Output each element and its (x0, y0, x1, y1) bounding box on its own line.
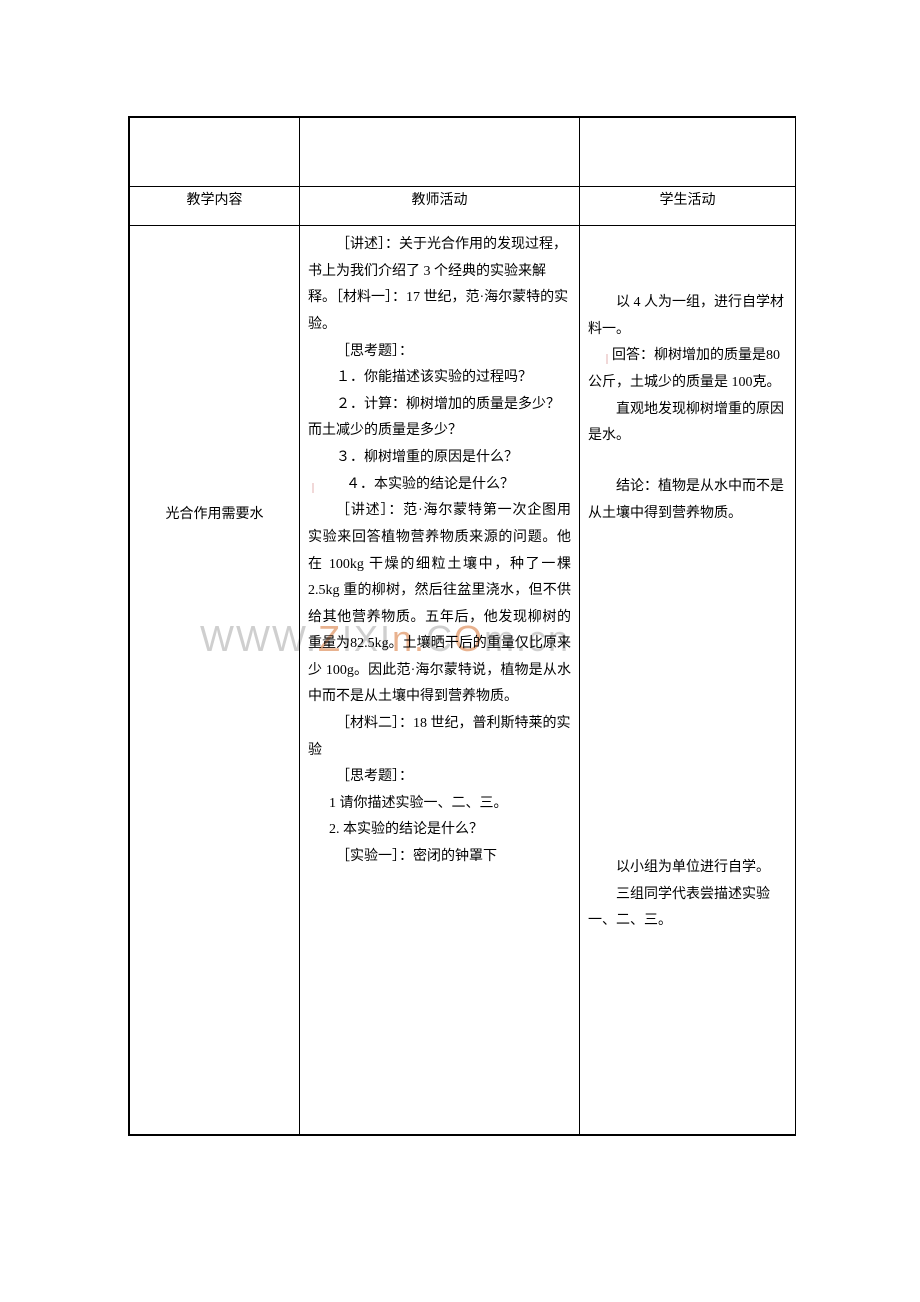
teacher-text: ［思考题］： (308, 339, 571, 366)
student-text: 三组同学代表尝描述实验一、二、三。 (588, 882, 787, 935)
student-text: 结论：植物是从水中而不是从土壤中得到营养物质。 (588, 474, 787, 527)
table-container: 教学内容 教师活动 学生活动 光合作用需要水 ［讲述］：关于光合作用的发现过程，… (128, 116, 796, 1136)
empty-cell (580, 118, 796, 187)
teacher-text: １．你能描述该实验的过程吗？ (308, 365, 571, 392)
teacher-text: ［讲述］：关于光合作用的发现过程，书上为我们介绍了 3 个经典的实验来解释。［材… (308, 232, 571, 338)
teacher-text: ３．柳树增重的原因是什么？ (308, 445, 571, 472)
lesson-table: 教学内容 教师活动 学生活动 光合作用需要水 ［讲述］：关于光合作用的发现过程，… (129, 117, 796, 1135)
student-activity-cell: 以 4 人为一组，进行自学材料一。 ｜回答：柳树增加的质量是80 公斤，土城少的… (580, 226, 796, 1135)
teacher-text: 2. 本实验的结论是什么？ (308, 817, 571, 844)
teaching-content-title: 光合作用需要水 (166, 502, 264, 529)
red-mark-icon: ｜ (308, 483, 318, 494)
teacher-activity-cell: ［讲述］：关于光合作用的发现过程，书上为我们介绍了 3 个经典的实验来解释。［材… (300, 226, 580, 1135)
student-text: 以 4 人为一组，进行自学材料一。 (588, 290, 787, 343)
red-mark-icon: ｜ (602, 355, 612, 366)
page: WWW.ZIXIn.COm.cn 教学内容 教师活动 学生活动 (0, 0, 920, 1302)
header-student-activity: 学生活动 (580, 187, 796, 226)
empty-cell (130, 118, 300, 187)
header-teacher-activity: 教师活动 (300, 187, 580, 226)
empty-cell (300, 118, 580, 187)
table-row: 光合作用需要水 ［讲述］：关于光合作用的发现过程，书上为我们介绍了 3 个经典的… (130, 226, 796, 1135)
table-header-row: 教学内容 教师活动 学生活动 (130, 187, 796, 226)
table-row (130, 118, 796, 187)
student-text: 以小组为单位进行自学。 (588, 855, 787, 882)
teacher-text: ｜ ４．本实验的结论是什么？ (308, 472, 571, 499)
student-text: 直观地发现柳树增重的原因是水。 (588, 397, 787, 450)
teacher-text: ［材料二］：18 世纪，普利斯特莱的实验 (308, 711, 571, 764)
teacher-text: ［讲述］：范·海尔蒙特第一次企图用实验来回答植物营养物质来源的问题。他在 100… (308, 498, 571, 711)
teacher-text: 1 请你描述实验一、二、三。 (308, 791, 571, 818)
header-teaching-content: 教学内容 (130, 187, 300, 226)
teacher-text: ［实验一］：密闭的钟罩下 (308, 844, 571, 871)
teacher-text: ［思考题］： (308, 764, 571, 791)
student-text-inner: 回答：柳树增加的质量是80 公斤，土城少的质量是 100克。 (588, 348, 781, 390)
teacher-text-inner: ４．本实验的结论是什么？ (346, 477, 514, 492)
teacher-text: ２．计算：柳树增加的质量是多少？而土减少的质量是多少？ (308, 392, 571, 445)
teaching-content-cell: 光合作用需要水 (130, 226, 300, 1135)
student-text: ｜回答：柳树增加的质量是80 公斤，土城少的质量是 100克。 (588, 343, 787, 396)
